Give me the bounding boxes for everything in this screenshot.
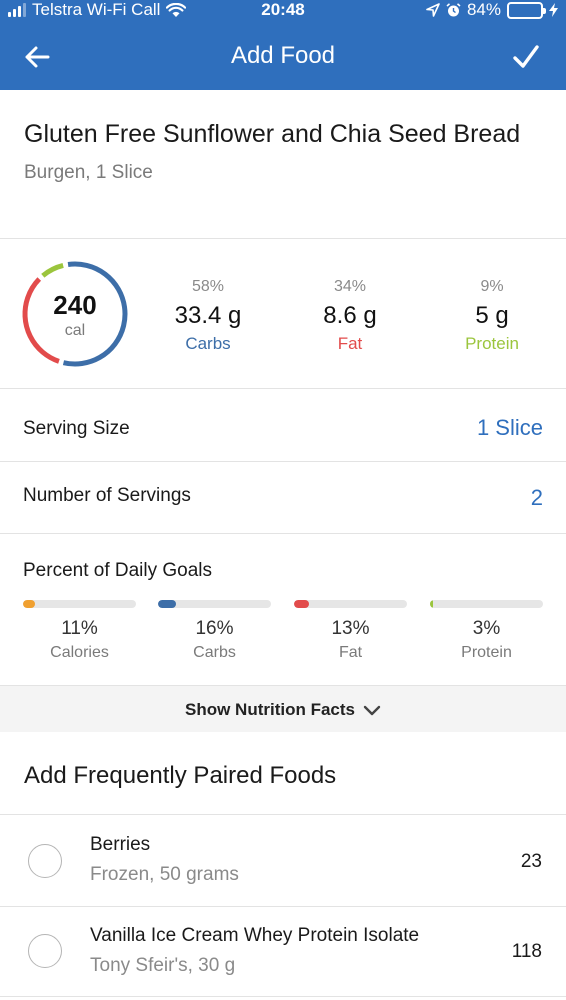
paired-food-detail: Frozen, 50 grams bbox=[90, 864, 239, 885]
macro-label: Fat bbox=[337, 334, 363, 353]
checkmark-icon[interactable] bbox=[512, 42, 540, 72]
show-nutrition-facts-button[interactable]: Show Nutrition Facts bbox=[0, 686, 566, 732]
status-left: Telstra Wi-Fi Call bbox=[8, 0, 187, 20]
divider bbox=[0, 533, 566, 534]
macro-protein: 9% 5 g Protein bbox=[432, 278, 552, 354]
divider bbox=[0, 461, 566, 462]
goal-progress-track bbox=[23, 600, 136, 608]
macro-percent: 9% bbox=[480, 278, 504, 295]
status-bar: Telstra Wi-Fi Call 20:48 84% bbox=[0, 0, 566, 20]
location-arrow-icon bbox=[426, 3, 440, 17]
goal-progress-bar bbox=[430, 600, 434, 608]
macro-grams: 33.4 g bbox=[174, 302, 242, 329]
calorie-ring bbox=[22, 261, 128, 367]
lightning-icon bbox=[549, 3, 558, 17]
goal-percent: 16% bbox=[195, 618, 234, 639]
goal-progress-bar bbox=[294, 600, 309, 608]
battery-percent: 84% bbox=[466, 0, 501, 19]
goal-fat: 13% Fat bbox=[294, 600, 407, 662]
macro-carbs: 58% 33.4 g Carbs bbox=[148, 278, 268, 354]
calorie-unit: cal bbox=[64, 322, 86, 339]
paired-food-name: Vanilla Ice Cream Whey Protein Isolate bbox=[90, 925, 420, 946]
goal-percent: 3% bbox=[472, 618, 501, 639]
paired-foods-title: Add Frequently Paired Foods bbox=[24, 762, 337, 789]
page-title: Add Food bbox=[230, 42, 336, 69]
goal-carbs: 16% Carbs bbox=[158, 600, 271, 662]
goal-percent: 13% bbox=[331, 618, 370, 639]
macro-fat: 34% 8.6 g Fat bbox=[290, 278, 410, 354]
goal-protein: 3% Protein bbox=[430, 600, 543, 662]
paired-food-row[interactable]: Berries Frozen, 50 grams 23 bbox=[0, 815, 566, 907]
divider bbox=[0, 685, 566, 686]
goal-label: Carbs bbox=[193, 644, 236, 661]
goal-label: Calories bbox=[50, 644, 109, 661]
goal-calories: 11% Calories bbox=[23, 600, 136, 662]
paired-food-name: Berries bbox=[90, 834, 151, 855]
signal-icon bbox=[8, 3, 26, 17]
divider bbox=[0, 238, 566, 239]
ring-segment-protein bbox=[22, 261, 128, 367]
chevron-down-icon bbox=[363, 705, 381, 716]
servings-value[interactable]: 2 bbox=[530, 485, 543, 510]
divider bbox=[0, 814, 566, 815]
battery-icon bbox=[507, 1, 546, 19]
calorie-total: 240 bbox=[53, 290, 97, 320]
goal-progress-track bbox=[294, 600, 407, 608]
goal-progress-bar bbox=[23, 600, 36, 608]
goal-label: Fat bbox=[338, 644, 363, 661]
divider bbox=[0, 996, 566, 997]
nutrition-facts-label: Show Nutrition Facts bbox=[185, 700, 355, 719]
goal-progress-bar bbox=[158, 600, 177, 608]
servings-label: Number of Servings bbox=[23, 485, 191, 506]
goal-progress-track bbox=[430, 600, 543, 608]
divider bbox=[0, 906, 566, 907]
macro-percent: 34% bbox=[333, 278, 367, 295]
paired-food-calories: 118 bbox=[511, 941, 542, 962]
alarm-icon bbox=[446, 2, 461, 16]
goal-progress-track bbox=[158, 600, 271, 608]
goal-percent: 11% bbox=[61, 618, 98, 639]
paired-food-detail: Tony Sfeir's, 30 g bbox=[90, 955, 236, 976]
wifi-icon bbox=[166, 2, 187, 17]
divider bbox=[0, 388, 566, 389]
food-brand-serving: Burgen, 1 Slice bbox=[24, 162, 153, 183]
macro-label: Carbs bbox=[185, 334, 231, 353]
arrow-left-icon[interactable] bbox=[22, 42, 52, 72]
select-radio[interactable] bbox=[28, 844, 62, 878]
macro-grams: 8.6 g bbox=[323, 302, 377, 329]
nutrition-facts-toggle[interactable]: Show Nutrition Facts bbox=[0, 700, 566, 720]
macro-percent: 58% bbox=[191, 278, 225, 295]
carrier-label: Telstra Wi-Fi Call bbox=[32, 0, 161, 19]
macro-grams: 5 g bbox=[475, 302, 509, 329]
daily-goals-title: Percent of Daily Goals bbox=[23, 560, 213, 581]
goal-label: Protein bbox=[461, 644, 512, 661]
status-time: 20:48 bbox=[261, 0, 305, 19]
paired-food-calories: 23 bbox=[520, 851, 542, 872]
top-bar: Telstra Wi-Fi Call 20:48 84% bbox=[0, 0, 566, 90]
food-name: Gluten Free Sunflower and Chia Seed Brea… bbox=[24, 120, 521, 148]
select-radio[interactable] bbox=[28, 934, 62, 968]
serving-size-value[interactable]: 1 Slice bbox=[476, 415, 543, 440]
status-right: 84% bbox=[426, 0, 558, 20]
macro-label: Protein bbox=[465, 334, 519, 353]
paired-food-row[interactable]: Vanilla Ice Cream Whey Protein Isolate T… bbox=[0, 907, 566, 999]
serving-size-label: Serving Size bbox=[23, 418, 130, 439]
